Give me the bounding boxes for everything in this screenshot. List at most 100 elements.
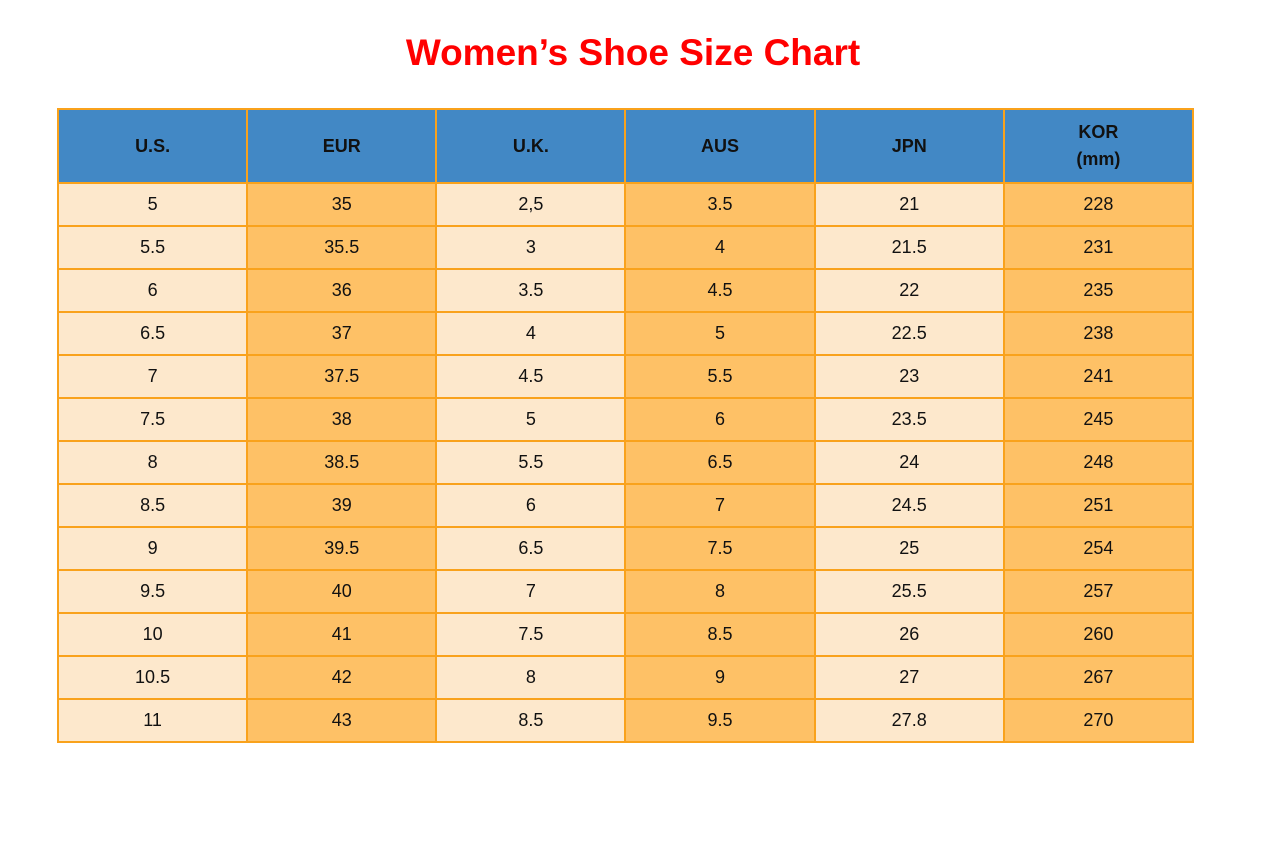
column-header-jpn: JPN xyxy=(813,107,1005,184)
column-header-label: EUR xyxy=(322,135,361,156)
table-cell-kor: 251 xyxy=(1002,482,1195,528)
table-cell-aus: 3.5 xyxy=(624,181,816,227)
table-cell-eur: 37 xyxy=(246,310,438,356)
table-cell-aus: 4 xyxy=(624,224,816,270)
table-cell-uk: 4.5 xyxy=(435,353,627,399)
table-cell-jpn: 25.5 xyxy=(813,568,1005,614)
table-cell-aus: 4.5 xyxy=(624,267,816,313)
table-cell-aus: 5.5 xyxy=(624,353,816,399)
table-cell-aus: 8.5 xyxy=(624,611,816,657)
table-cell-aus: 9.5 xyxy=(624,697,816,743)
table-cell-kor: 270 xyxy=(1002,697,1195,743)
table-cell-uk: 8 xyxy=(435,654,627,700)
table-cell-kor: 260 xyxy=(1002,611,1195,657)
table-cell-us: 9 xyxy=(56,525,249,571)
table-cell-kor: 267 xyxy=(1002,654,1195,700)
table-cell-us: 8 xyxy=(56,439,249,485)
table-cell-jpn: 21.5 xyxy=(813,224,1005,270)
column-header-label: U.K. xyxy=(512,135,549,156)
table-cell-us: 8.5 xyxy=(56,482,249,528)
table-row: 8.5 39 6 7 24.5 251 xyxy=(56,482,1195,528)
table-cell-jpn: 23 xyxy=(813,353,1005,399)
table-cell-us: 5.5 xyxy=(56,224,249,270)
table-cell-aus: 9 xyxy=(624,654,816,700)
table-cell-kor: 228 xyxy=(1002,181,1195,227)
table-cell-eur: 43 xyxy=(246,697,438,743)
table-cell-jpn: 27 xyxy=(813,654,1005,700)
table-cell-uk: 5.5 xyxy=(435,439,627,485)
table-cell-eur: 38.5 xyxy=(246,439,438,485)
table-cell-aus: 8 xyxy=(624,568,816,614)
shoe-size-table: U.S. EUR U.K. AUS JPN KOR (mm) 5 35 2,5 3.5 21 228 5… xyxy=(56,107,1195,743)
table-row: 9.5 40 7 8 25.5 257 xyxy=(56,568,1195,614)
table-row: 10 41 7.5 8.5 26 260 xyxy=(56,611,1195,657)
table-row: 11 43 8.5 9.5 27.8 270 xyxy=(56,697,1195,743)
table-cell-us: 6.5 xyxy=(56,310,249,356)
table-cell-kor: 257 xyxy=(1002,568,1195,614)
table-cell-uk: 6 xyxy=(435,482,627,528)
table-cell-aus: 6.5 xyxy=(624,439,816,485)
table-cell-kor: 238 xyxy=(1002,310,1195,356)
table-cell-us: 5 xyxy=(56,181,249,227)
table-cell-eur: 35.5 xyxy=(246,224,438,270)
table-cell-eur: 37.5 xyxy=(246,353,438,399)
table-cell-jpn: 26 xyxy=(813,611,1005,657)
table-cell-aus: 7.5 xyxy=(624,525,816,571)
column-header-uk: U.K. xyxy=(435,107,627,184)
table-cell-jpn: 25 xyxy=(813,525,1005,571)
table-cell-us: 7.5 xyxy=(56,396,249,442)
table-cell-uk: 7 xyxy=(435,568,627,614)
table-header: U.S. EUR U.K. AUS JPN KOR (mm) xyxy=(56,107,1195,184)
table-cell-jpn: 24 xyxy=(813,439,1005,485)
table-cell-us: 6 xyxy=(56,267,249,313)
table-cell-jpn: 22 xyxy=(813,267,1005,313)
table-cell-kor: 241 xyxy=(1002,353,1195,399)
column-header-eur: EUR xyxy=(246,107,438,184)
table-cell-eur: 42 xyxy=(246,654,438,700)
column-header-label: JPN xyxy=(891,135,927,156)
column-header-label: U.S. xyxy=(135,135,171,156)
table-cell-kor: 231 xyxy=(1002,224,1195,270)
column-header-sublabel: (mm) xyxy=(1076,148,1121,169)
page-title: Women’s Shoe Size Chart xyxy=(405,32,861,73)
table-cell-eur: 35 xyxy=(246,181,438,227)
table-row: 7 37.5 4.5 5.5 23 241 xyxy=(56,353,1195,399)
table-cell-uk: 3 xyxy=(435,224,627,270)
table-cell-uk: 7.5 xyxy=(435,611,627,657)
table-cell-aus: 5 xyxy=(624,310,816,356)
table-cell-jpn: 27.8 xyxy=(813,697,1005,743)
table-cell-us: 9.5 xyxy=(56,568,249,614)
column-header-aus: AUS xyxy=(624,107,816,184)
table-cell-uk: 2,5 xyxy=(435,181,627,227)
table-cell-eur: 38 xyxy=(246,396,438,442)
table-cell-eur: 41 xyxy=(246,611,438,657)
table-cell-kor: 248 xyxy=(1002,439,1195,485)
table-row: 10.5 42 8 9 27 267 xyxy=(56,654,1195,700)
table-body: 5 35 2,5 3.5 21 228 5.5 35.5 3 4 21.5 231 6 36 3.5 4.5 2… xyxy=(56,181,1195,743)
table-cell-us: 7 xyxy=(56,353,249,399)
column-header-kor: KOR (mm) xyxy=(1002,107,1195,184)
table-cell-kor: 235 xyxy=(1002,267,1195,313)
table-row: 6.5 37 4 5 22.5 238 xyxy=(56,310,1195,356)
table-cell-us: 10.5 xyxy=(56,654,249,700)
table-row: 7.5 38 5 6 23.5 245 xyxy=(56,396,1195,442)
table-cell-jpn: 24.5 xyxy=(813,482,1005,528)
table-cell-jpn: 22.5 xyxy=(813,310,1005,356)
table-cell-aus: 7 xyxy=(624,482,816,528)
table-cell-eur: 39 xyxy=(246,482,438,528)
table-cell-jpn: 23.5 xyxy=(813,396,1005,442)
table-header-row: U.S. EUR U.K. AUS JPN KOR (mm) xyxy=(56,107,1195,184)
table-cell-uk: 4 xyxy=(435,310,627,356)
table-cell-eur: 36 xyxy=(246,267,438,313)
column-header-us: U.S. xyxy=(56,107,249,184)
table-cell-eur: 39.5 xyxy=(246,525,438,571)
table-cell-uk: 5 xyxy=(435,396,627,442)
table-cell-us: 11 xyxy=(56,697,249,743)
table-row: 5 35 2,5 3.5 21 228 xyxy=(56,181,1195,227)
table-cell-kor: 254 xyxy=(1002,525,1195,571)
table-cell-eur: 40 xyxy=(246,568,438,614)
table-row: 5.5 35.5 3 4 21.5 231 xyxy=(56,224,1195,270)
column-header-label: AUS xyxy=(701,135,740,156)
table-row: 8 38.5 5.5 6.5 24 248 xyxy=(56,439,1195,485)
